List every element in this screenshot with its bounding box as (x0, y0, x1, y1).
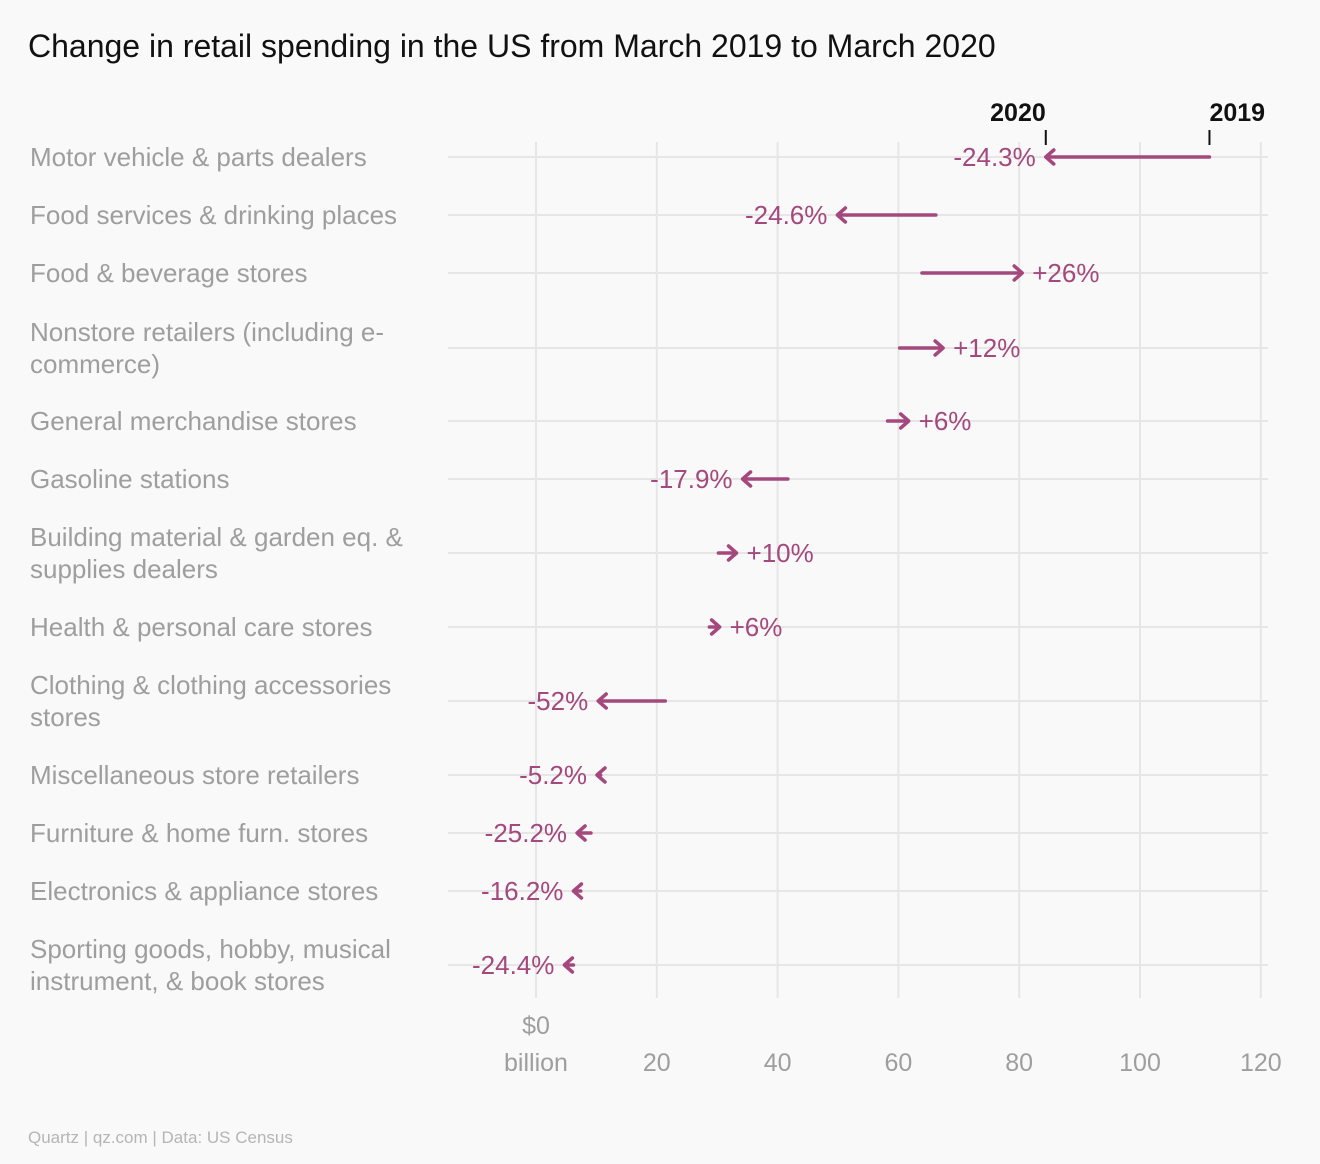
arrow-12 (562, 956, 576, 974)
arrow-chart: Motor vehicle & parts dealers Food servic… (30, 99, 1282, 1077)
category-label-3: Nonstore retailers (including e-commerce… (30, 317, 384, 379)
category-label-11: Electronics & appliance stores (30, 876, 378, 906)
arrow-head (571, 882, 584, 900)
arrow-head (933, 339, 945, 357)
arrow-11 (571, 882, 584, 900)
category-label-8: Clothing & clothing accessories stores (30, 670, 391, 732)
arrow-0 (1044, 148, 1212, 166)
arrow-6 (716, 544, 739, 562)
arrow-head (726, 544, 739, 562)
arrow-4 (885, 412, 911, 430)
change-label-8: -52% (528, 686, 589, 716)
x-tick-unit-label: billion (504, 1049, 568, 1077)
legend: 2020 2019 (990, 99, 1265, 145)
change-label-12: -24.4% (472, 950, 554, 980)
arrow-head (596, 692, 608, 710)
arrow-head (740, 470, 753, 488)
arrow-9 (595, 766, 607, 784)
arrow-10 (575, 824, 593, 842)
arrow-head (898, 412, 911, 430)
arrow-2 (920, 264, 1024, 282)
category-label-0: Motor vehicle & parts dealers (30, 142, 367, 172)
x-tick-label-1: 20 (643, 1049, 671, 1077)
category-label-10: Furniture & home furn. stores (30, 818, 368, 848)
arrow-8 (596, 692, 668, 710)
arrow-head (575, 824, 587, 842)
arrow-head (562, 956, 575, 974)
category-label-6: Building material & garden eq. & supplies… (30, 522, 403, 584)
change-label-6: +10% (747, 538, 814, 568)
grid (448, 142, 1268, 998)
chart-title: Change in retail spending in the US from… (28, 28, 996, 64)
change-label-7: +6% (730, 612, 783, 642)
category-label-2: Food & beverage stores (30, 258, 308, 288)
change-label-4: +6% (919, 406, 972, 436)
arrow-7 (707, 618, 722, 636)
legend-label-2019: 2019 (1209, 99, 1265, 127)
source-footer: Quartz | qz.com | Data: US Census (28, 1128, 293, 1147)
arrow-head (1012, 264, 1024, 282)
arrow-5 (740, 470, 790, 488)
arrow-1 (835, 206, 938, 224)
change-label-1: -24.6% (745, 200, 827, 230)
category-label-7: Health & personal care stores (30, 612, 373, 642)
x-tick-label-2: 40 (764, 1049, 792, 1077)
arrow-head (595, 766, 607, 784)
change-label-9: -5.2% (519, 760, 587, 790)
category-label-4: General merchandise stores (30, 406, 357, 436)
x-tick-label-3: 60 (884, 1049, 912, 1077)
arrow-head (1044, 148, 1056, 166)
x-tick-label-5: 100 (1119, 1049, 1161, 1077)
arrow-head (835, 206, 848, 224)
x-tick-label-0: $0 (522, 1012, 550, 1040)
legend-label-2020: 2020 (990, 99, 1046, 127)
category-label-1: Food services & drinking places (30, 200, 397, 230)
arrow-3 (897, 339, 945, 357)
arrow-head (709, 618, 722, 636)
x-tick-label-6: 120 (1240, 1049, 1282, 1077)
x-tick-label-4: 80 (1005, 1049, 1033, 1077)
change-label-2: +26% (1032, 258, 1099, 288)
change-label-11: -16.2% (481, 876, 563, 906)
change-label-0: -24.3% (953, 142, 1035, 172)
x-axis: $0 billion 20 40 60 80 100 120 (504, 1012, 1282, 1077)
category-label-9: Miscellaneous store retailers (30, 760, 359, 790)
change-label-5: -17.9% (650, 464, 732, 494)
change-label-3: +12% (953, 333, 1020, 363)
category-label-12: Sporting goods, hobby, musical instrument… (30, 934, 391, 996)
change-label-10: -25.2% (485, 818, 567, 848)
category-labels: Motor vehicle & parts dealers Food servic… (30, 142, 403, 996)
category-label-5: Gasoline stations (30, 464, 229, 494)
arrows: -24.3% -24.6% +26% +12% +6% -17.9% +10% +6% -52%… (472, 142, 1212, 980)
